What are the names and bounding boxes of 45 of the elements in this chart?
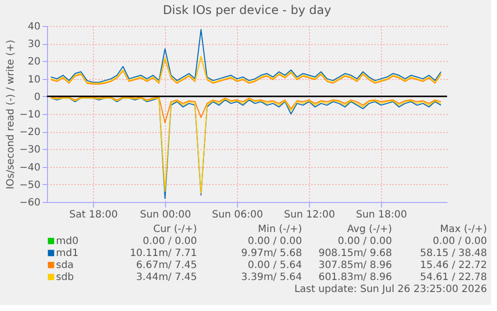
text: 6.67m/ 7.45 xyxy=(136,260,197,271)
y-tick-label: −40 xyxy=(19,162,40,174)
legend-label: md0 xyxy=(56,236,78,247)
y-tick-label: −20 xyxy=(19,127,40,138)
text: 15.46 / 22.72 xyxy=(420,260,487,271)
text: 58.15 / 38.48 xyxy=(420,248,487,259)
text: 10.11m/ 7.71 xyxy=(130,248,197,259)
x-tick-label: Sun 06:00 xyxy=(212,210,264,220)
text: 0.00 / 0.00 xyxy=(142,236,197,247)
text: 3.44m/ 7.45 xyxy=(136,272,197,283)
y-tick-label: −50 xyxy=(19,180,40,191)
text: 908.15m/ 9.68 xyxy=(318,248,392,259)
text: 0.00 / 0.00 xyxy=(248,236,302,247)
x-tick-label: Sun 00:00 xyxy=(140,210,192,220)
legend-label: sdb xyxy=(56,272,74,283)
text: 307.85m/ 8.96 xyxy=(318,260,392,271)
y-tick-label: −10 xyxy=(19,110,40,120)
text: 601.83m/ 8.96 xyxy=(318,272,392,283)
text: 0.00 / 0.00 xyxy=(338,236,392,247)
text: 3.39m/ 5.64 xyxy=(241,272,302,283)
y-axis-title: IOs/second read (-) / write (+) xyxy=(5,40,16,190)
line-series xyxy=(50,29,442,83)
text: 9.97m/ 5.68 xyxy=(241,248,302,259)
text: Last update: Sun Jul 26 23:25:00 2026 xyxy=(294,284,487,295)
line-series xyxy=(50,96,442,124)
y-tick-label: 30 xyxy=(28,39,40,50)
legend-label: md1 xyxy=(56,248,78,259)
y-tick-label: −30 xyxy=(19,144,40,156)
text: Avg (-/+) xyxy=(347,224,392,235)
y-tick-label: −60 xyxy=(19,198,40,208)
y-tick-label: 10 xyxy=(28,74,40,86)
text: Max (-/+) xyxy=(440,224,488,235)
x-tick-label: Sun 18:00 xyxy=(356,210,408,220)
text: Cur (-/+) xyxy=(153,224,198,235)
legend-label: sda xyxy=(56,260,74,271)
y-tick-label: 20 xyxy=(28,56,40,68)
x-tick-label: Sat 18:00 xyxy=(69,210,118,220)
y-tick-label: 0 xyxy=(34,92,40,103)
chart-title: Disk IOs per device - by day xyxy=(162,3,332,17)
text: 0.00 / 0.00 xyxy=(432,236,487,247)
y-tick-label: 40 xyxy=(28,22,40,32)
text: 0.00 / 5.64 xyxy=(248,260,302,271)
text: 54.61 / 22.78 xyxy=(420,272,487,283)
x-tick-label: Sun 12:00 xyxy=(284,210,336,220)
text: Min (-/+) xyxy=(258,224,302,235)
